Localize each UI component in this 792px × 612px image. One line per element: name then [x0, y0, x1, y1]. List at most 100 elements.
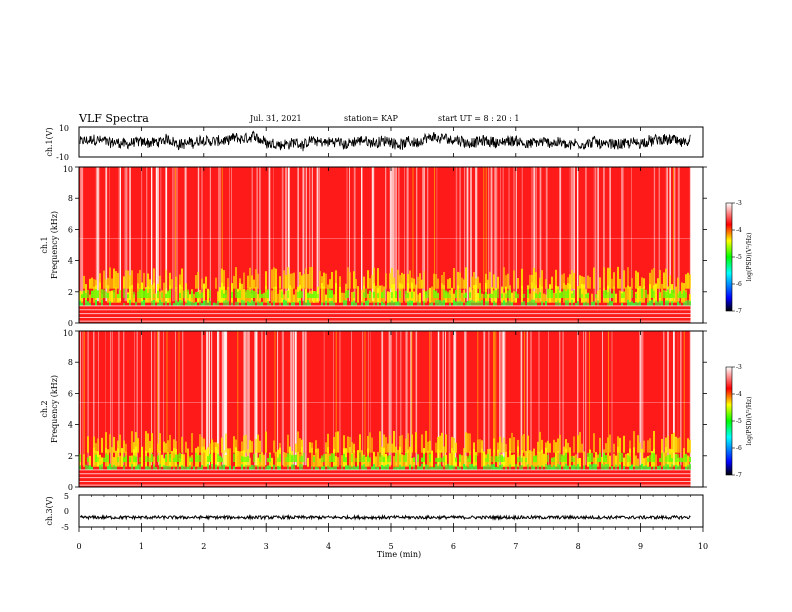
spectrogram-band [457, 271, 459, 289]
spectrogram-band [213, 442, 215, 453]
spectrogram-band [137, 464, 139, 470]
spectrogram-band [245, 289, 247, 299]
spectrogram-band [99, 273, 101, 289]
spectrogram-band [647, 440, 649, 453]
spectrogram-band [575, 466, 577, 470]
spectrogram-band [161, 292, 163, 298]
freq-tick-label: 10 [63, 329, 73, 338]
spectrogram-streak [595, 167, 597, 302]
spectrogram-band [271, 269, 273, 289]
spectrogram-streak [361, 167, 363, 302]
spectrogram-band [421, 434, 423, 453]
spectrogram-band [251, 441, 253, 453]
spectrogram-band [205, 449, 207, 467]
spectrogram-band [571, 465, 573, 470]
spectrogram-band [521, 465, 523, 470]
spectrogram-streak [323, 331, 325, 466]
spectrogram-band [113, 464, 115, 470]
spectrogram-band [399, 275, 401, 289]
spectrogram-band [539, 292, 541, 299]
spectrogram-band [621, 453, 623, 463]
spectrogram-band [301, 439, 303, 453]
ch2-colorbar-gradient [725, 366, 733, 476]
spectrogram-band [377, 467, 379, 470]
spectrogram-band [415, 432, 417, 453]
spectrogram-streak [677, 167, 680, 302]
spectrogram-band [165, 293, 167, 298]
spectrogram-band [371, 437, 373, 453]
ch2-colorbar: -3-4-5-6-7 log(PSD)(V²/Hz) [725, 364, 753, 479]
spectrogram-streak [406, 167, 409, 302]
spectrogram-band [329, 289, 331, 299]
spectrogram-band [631, 301, 633, 306]
spectrogram-band [599, 277, 601, 289]
spectrogram-band [221, 457, 223, 463]
spectrogram-band [113, 289, 115, 299]
spectrogram-band [249, 440, 251, 453]
spectrogram-band [175, 287, 177, 303]
spectrogram-band [357, 465, 359, 470]
spectrogram-band [559, 303, 561, 306]
spectrogram-band [405, 294, 407, 303]
spectrogram-band [355, 458, 357, 462]
spectrogram-band [391, 300, 393, 306]
spectrogram-band [541, 439, 543, 453]
spectrogram-band [147, 293, 149, 298]
spectrogram-band [271, 290, 273, 303]
spectrogram-band [629, 302, 631, 306]
spectrogram-band [475, 465, 477, 470]
spectrogram-band [601, 463, 603, 470]
spectrogram-streak [395, 167, 397, 302]
spectrogram-streak [577, 167, 579, 302]
spectrogram-band [547, 288, 549, 298]
spectrogram-band [125, 443, 127, 453]
spectrogram-band [325, 273, 327, 289]
spectrogram-band [429, 467, 431, 470]
spectrogram-band [477, 293, 479, 303]
spectrogram-band [595, 464, 597, 470]
spectrogram-streak [603, 167, 605, 302]
spectrogram-streak [391, 167, 393, 302]
spectrogram-band [277, 293, 279, 303]
spectrogram-band [435, 457, 437, 463]
spectrogram-band [487, 301, 489, 306]
spectrogram-band [345, 290, 347, 299]
spectrogram-band [217, 453, 219, 462]
spectrogram-band [685, 466, 687, 470]
spectrogram-band [185, 466, 187, 470]
spectrogram-band [609, 300, 611, 306]
spectrogram-streak [559, 331, 561, 466]
spectrogram-streak [668, 331, 669, 466]
spectrogram-band [595, 294, 597, 299]
spectrogram-band [595, 294, 597, 303]
spectrogram-streak [392, 167, 395, 302]
spectrogram-streak [490, 167, 493, 302]
spectrogram-band [325, 294, 327, 303]
spectrogram-band [653, 290, 655, 299]
spectrogram-streak [389, 167, 392, 302]
spectrogram-band [491, 464, 493, 470]
spectrogram-streak [453, 331, 456, 466]
spectrogram-band [437, 278, 439, 289]
spectrogram-band [679, 437, 681, 453]
spectrogram-band [607, 267, 609, 289]
spectrogram-band [487, 464, 489, 470]
spectrogram-band [587, 292, 589, 299]
spectrogram-streak [501, 331, 503, 466]
spectrogram-band [133, 291, 135, 299]
spectrogram-band [139, 457, 141, 463]
spectrogram-band [351, 467, 353, 470]
spectrogram-band [505, 451, 507, 467]
spectrogram-band [275, 268, 277, 289]
spectrogram-band [685, 300, 687, 306]
spectrogram-band [453, 268, 455, 289]
spectrogram-band [423, 300, 425, 306]
spectrogram-band [637, 458, 639, 467]
spectrogram-streak [160, 167, 162, 302]
spectrogram-band [587, 452, 589, 463]
spectrogram-band [553, 456, 555, 463]
spectrogram-band [303, 300, 305, 306]
ch3-waveform-frame [78, 494, 704, 528]
spectrogram-streak [653, 167, 656, 302]
spectrogram-streak [389, 331, 392, 466]
